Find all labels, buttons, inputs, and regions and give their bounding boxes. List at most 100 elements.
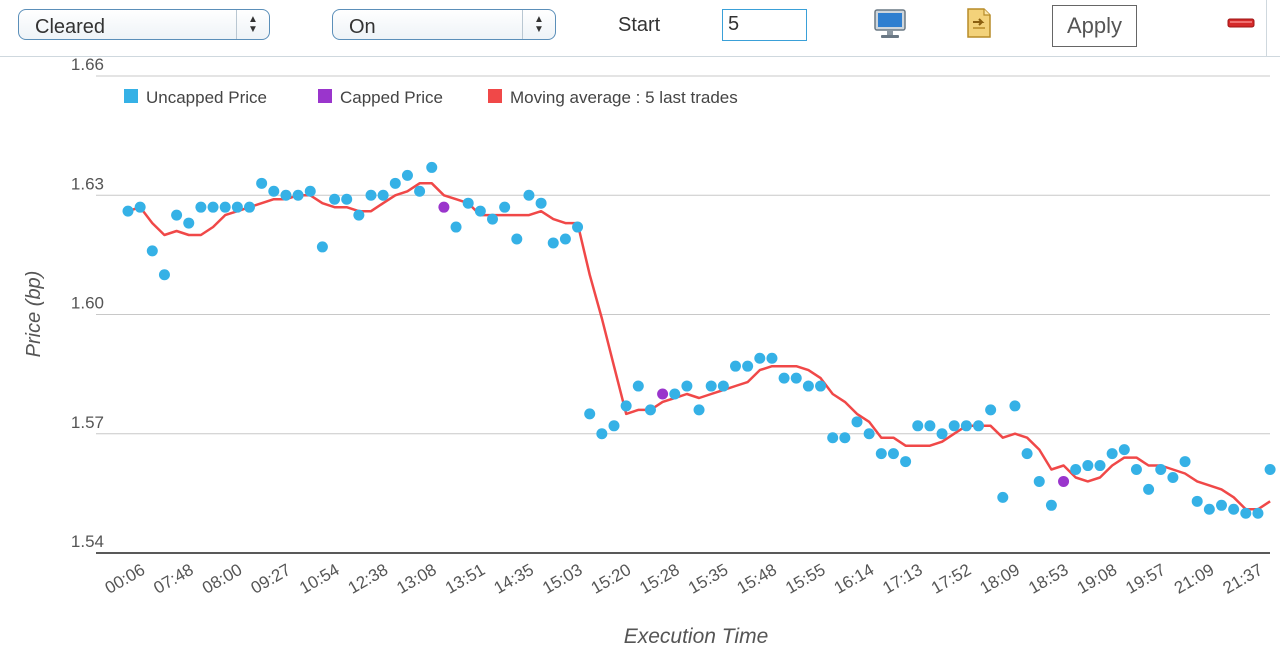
uncapped-price-point xyxy=(839,432,851,444)
uncapped-price-point xyxy=(681,380,693,392)
uncapped-price-point xyxy=(1252,507,1264,519)
x-tick-label: 07:48 xyxy=(150,560,196,598)
uncapped-price-point xyxy=(183,217,195,229)
x-tick-label: 16:14 xyxy=(831,560,877,598)
uncapped-price-point xyxy=(207,201,219,213)
uncapped-price-point xyxy=(705,380,717,392)
uncapped-price-point xyxy=(292,189,304,201)
y-tick-label: 1.54 xyxy=(71,532,104,551)
x-tick-label: 14:35 xyxy=(491,560,537,598)
uncapped-price-point xyxy=(1179,456,1191,468)
uncapped-price-point xyxy=(171,209,183,221)
x-tick-label: 10:54 xyxy=(296,560,342,598)
moving-average-series xyxy=(127,182,1271,511)
close-icon[interactable] xyxy=(1227,18,1255,28)
y-axis-label: Price (bp) xyxy=(23,271,45,358)
y-tick-label: 1.57 xyxy=(71,413,104,432)
uncapped-price-point xyxy=(244,201,255,213)
uncapped-price-point xyxy=(632,380,644,392)
uncapped-price-point xyxy=(122,205,134,217)
uncapped-price-point xyxy=(1009,400,1021,412)
x-tick-label: 15:48 xyxy=(734,560,780,598)
legend: Uncapped Price Capped Price Moving average… xyxy=(124,88,738,107)
x-tick-label: 21:09 xyxy=(1171,560,1217,598)
export-icon[interactable] xyxy=(964,6,996,40)
uncapped-price-point xyxy=(341,193,353,205)
legend-capped-swatch xyxy=(318,89,332,103)
x-tick-label: 17:13 xyxy=(879,560,925,598)
uncapped-price-point xyxy=(584,408,596,420)
x-tick-label: 00:06 xyxy=(102,560,148,598)
start-input[interactable]: 5 xyxy=(722,9,807,41)
uncapped-price-point xyxy=(1191,495,1203,507)
legend-moving-average-swatch xyxy=(488,89,502,103)
uncapped-price-point xyxy=(365,189,377,201)
uncapped-price-point xyxy=(960,420,972,432)
uncapped-price-point xyxy=(1167,471,1179,483)
x-tick-label: 15:35 xyxy=(685,560,731,598)
x-axis-label: Execution Time xyxy=(624,625,769,648)
uncapped-price-point xyxy=(377,189,389,201)
uncapped-price-point xyxy=(827,432,839,444)
uncapped-price-point xyxy=(802,380,814,392)
uncapped-price-point xyxy=(511,233,523,245)
uncapped-price-point xyxy=(717,380,729,392)
uncapped-price-point xyxy=(620,400,632,412)
x-tick-label: 18:09 xyxy=(977,560,1023,598)
x-tick-label: 12:38 xyxy=(345,560,391,598)
uncapped-price-point xyxy=(329,193,341,205)
y-tick-label: 1.66 xyxy=(71,56,104,74)
legend-uncapped-swatch xyxy=(124,89,138,103)
uncapped-price-point xyxy=(535,197,547,209)
uncapped-price-point xyxy=(462,197,474,209)
uncapped-price-point xyxy=(1094,460,1106,472)
uncapped-price-point xyxy=(474,205,486,217)
uncapped-price-point xyxy=(1045,499,1057,511)
y-tick-labels: 1.54 1.57 1.60 1.63 1.66 xyxy=(71,56,104,551)
uncapped-price-point xyxy=(450,221,462,233)
uncapped-price-point xyxy=(1228,503,1240,515)
status-select[interactable]: Cleared ▲ ▼ xyxy=(18,9,270,40)
toolbar-divider xyxy=(1266,0,1267,56)
uncapped-price-point xyxy=(608,420,620,432)
legend-moving-average-label: Moving average : 5 last trades xyxy=(510,88,738,107)
uncapped-price-point xyxy=(1240,507,1252,519)
uncapped-price-point xyxy=(912,420,924,432)
monitor-icon[interactable] xyxy=(873,8,907,40)
uncapped-price-point xyxy=(256,177,268,189)
uncapped-price-point xyxy=(1264,464,1276,476)
uncapped-price-point xyxy=(304,185,316,197)
uncapped-price-point xyxy=(219,201,231,213)
uncapped-price-point xyxy=(401,169,413,181)
uncapped-price-point xyxy=(644,404,656,416)
uncapped-price-point xyxy=(766,352,778,364)
uncapped-price-point xyxy=(936,428,948,440)
capping-select[interactable]: On ▲ ▼ xyxy=(332,9,556,40)
uncapped-price-point xyxy=(742,360,754,372)
uncapped-price-point xyxy=(389,177,401,189)
uncapped-price-point xyxy=(973,420,984,432)
apply-button[interactable]: Apply xyxy=(1052,5,1137,47)
legend-capped-label: Capped Price xyxy=(340,88,443,107)
uncapped-price-point xyxy=(693,404,705,416)
uncapped-price-point xyxy=(1130,464,1142,476)
uncapped-price-point xyxy=(195,201,207,213)
capping-select-value: On xyxy=(349,16,376,38)
uncapped-price-point xyxy=(730,360,741,372)
price-points xyxy=(122,161,1276,519)
uncapped-price-point xyxy=(426,161,438,173)
y-tick-label: 1.60 xyxy=(71,294,104,313)
x-tick-label: 21:37 xyxy=(1220,560,1266,598)
uncapped-price-point xyxy=(863,428,875,440)
uncapped-price-point xyxy=(231,201,243,213)
uncapped-price-point xyxy=(924,420,936,432)
uncapped-price-point xyxy=(414,185,426,197)
y-tick-label: 1.63 xyxy=(71,174,104,193)
uncapped-price-point xyxy=(790,372,802,384)
x-tick-label: 15:20 xyxy=(588,560,634,598)
uncapped-price-point xyxy=(1155,464,1167,476)
x-tick-labels: 00:06 07:48 08:00 09:27 10:54 12:38 13:08 13:51… xyxy=(102,560,1266,598)
uncapped-price-point xyxy=(900,456,912,468)
price-chart: 1.54 1.57 1.60 1.63 1.66 00:06 07:48 08:00 09:2… xyxy=(23,56,1276,648)
uncapped-price-point xyxy=(487,213,498,225)
